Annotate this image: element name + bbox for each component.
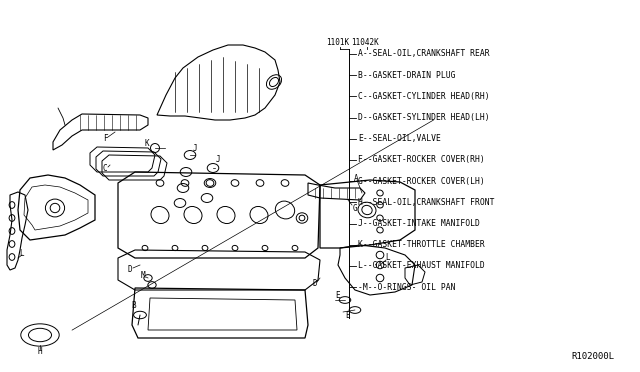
- Text: D: D: [313, 279, 317, 288]
- Text: A: A: [354, 173, 358, 183]
- Text: J: J: [216, 155, 220, 164]
- Text: R102000L: R102000L: [572, 352, 614, 361]
- Text: E: E: [336, 292, 340, 301]
- Text: C: C: [102, 164, 108, 173]
- Text: 1101K: 1101K: [326, 38, 349, 46]
- Text: D: D: [128, 266, 132, 275]
- Text: G: G: [353, 203, 357, 212]
- Text: K--GASKET-THROTTLE CHAMBER: K--GASKET-THROTTLE CHAMBER: [358, 240, 485, 249]
- Text: J: J: [193, 144, 197, 153]
- Text: F: F: [102, 134, 108, 142]
- Text: -M--O-RINGS- OIL PAN: -M--O-RINGS- OIL PAN: [358, 283, 456, 292]
- Text: J--GASKET-INTAKE MANIFOLD: J--GASKET-INTAKE MANIFOLD: [358, 219, 480, 228]
- Text: K: K: [145, 138, 149, 148]
- Text: M: M: [141, 270, 145, 279]
- Text: E: E: [346, 311, 350, 321]
- Text: B: B: [132, 301, 136, 310]
- Text: L: L: [386, 253, 390, 263]
- Text: B--GASKET-DRAIN PLUG: B--GASKET-DRAIN PLUG: [358, 71, 456, 80]
- Text: G--GASKET-ROCKER COVER(LH): G--GASKET-ROCKER COVER(LH): [358, 177, 485, 186]
- Text: H: H: [38, 347, 42, 356]
- Text: D--GASKET-SYLINDER HEAD(LH): D--GASKET-SYLINDER HEAD(LH): [358, 113, 490, 122]
- Text: H--SEAL-OIL,CRANKSHAFT FRONT: H--SEAL-OIL,CRANKSHAFT FRONT: [358, 198, 495, 207]
- Text: L: L: [20, 248, 24, 257]
- Text: 11042K: 11042K: [351, 38, 378, 46]
- Text: A--SEAL-OIL,CRANKSHAFT REAR: A--SEAL-OIL,CRANKSHAFT REAR: [358, 49, 490, 58]
- Text: F--GASKET-ROCKER COVER(RH): F--GASKET-ROCKER COVER(RH): [358, 155, 485, 164]
- Text: L--GASKET-EXHAUST MANIFOLD: L--GASKET-EXHAUST MANIFOLD: [358, 262, 485, 270]
- Text: C--GASKET-CYLINDER HEAD(RH): C--GASKET-CYLINDER HEAD(RH): [358, 92, 490, 101]
- Text: E--SEAL-OIL,VALVE: E--SEAL-OIL,VALVE: [358, 134, 441, 143]
